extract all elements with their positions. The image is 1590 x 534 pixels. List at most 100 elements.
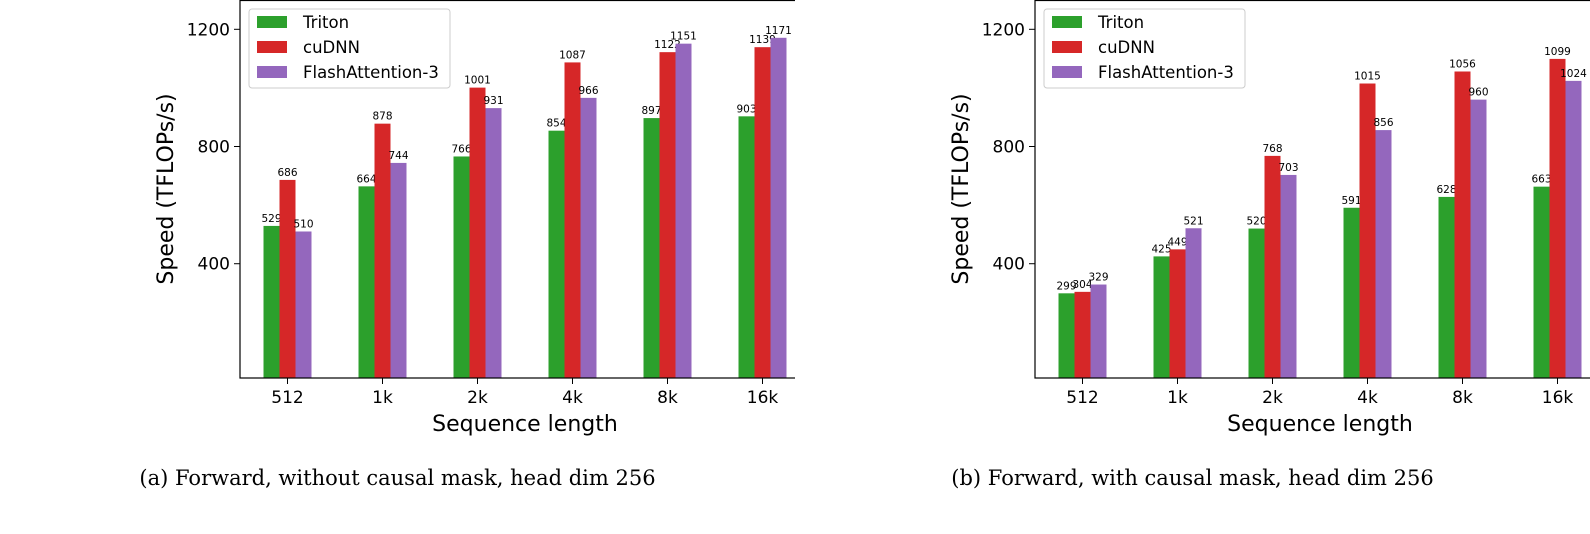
x-tick-label: 1k: [1167, 388, 1188, 408]
bar-triton-4k: [548, 130, 565, 378]
data-label: 686: [277, 167, 297, 179]
bar-cudnn-2k: [1264, 155, 1281, 378]
legend-label: Triton: [1097, 13, 1144, 32]
bar-chart-b: 299 425 520 591 628 663 304 449 768 1015 1056 1099 3…: [949, 0, 1590, 437]
x-axis-label: Sequence length: [1227, 412, 1413, 437]
legend-swatch: [1052, 66, 1082, 78]
data-label: 664: [356, 173, 376, 185]
legend: Triton cuDNN FlashAttention-3: [1043, 8, 1246, 89]
bar-flashattention-3-4k: [580, 97, 597, 379]
data-label: 1024: [1560, 68, 1587, 80]
bar-flashattention-3-1k: [390, 162, 407, 378]
bar-flashattention-3-8k: [675, 43, 692, 379]
bar-flashattention-3-512: [295, 231, 312, 378]
bar-triton-512: [263, 225, 280, 378]
data-label: 299: [1056, 280, 1076, 292]
bar-cudnn-8k: [659, 52, 676, 378]
data-label: 591: [1341, 195, 1361, 207]
data-label: 1122: [654, 39, 681, 51]
data-label: 766: [451, 143, 471, 155]
bar-triton-4k: [1343, 207, 1360, 378]
data-label: 703: [1278, 162, 1298, 174]
legend-swatch: [1052, 16, 1082, 28]
data-label: 304: [1072, 279, 1092, 291]
y-tick-label: 400: [198, 255, 230, 275]
data-label: 1151: [670, 31, 697, 43]
y-tick-label: 1200: [982, 20, 1025, 40]
data-label: 520: [1246, 216, 1266, 228]
plot-frame: [239, 0, 795, 379]
bar-cudnn-1k: [1169, 249, 1186, 378]
data-label: 744: [388, 150, 408, 162]
x-tick-label: 512: [271, 388, 303, 408]
bar-flashattention-3-8k: [1470, 99, 1487, 379]
bar-cudnn-1k: [374, 123, 391, 378]
data-label: 931: [483, 95, 503, 107]
data-label: 903: [736, 103, 756, 115]
bar-cudnn-4k: [1359, 83, 1376, 378]
data-label: 966: [578, 85, 598, 97]
data-label: 897: [641, 105, 661, 117]
data-label: 878: [372, 111, 392, 123]
legend-swatch: [257, 66, 287, 78]
data-label: 1056: [1449, 58, 1476, 70]
bar-flashattention-3-4k: [1375, 130, 1392, 378]
data-label: 628: [1436, 184, 1456, 196]
legend-box: [248, 8, 451, 89]
data-label: 329: [1088, 272, 1108, 284]
legend-label: Triton: [302, 13, 349, 32]
x-tick-label: 8k: [657, 388, 678, 408]
y-tick-label: 400: [993, 255, 1025, 275]
bar-flashattention-3-16k: [770, 37, 787, 379]
data-label: 1015: [1354, 71, 1381, 83]
legend-label: cuDNN: [1098, 38, 1155, 57]
x-axis-label: Sequence length: [432, 412, 618, 437]
chart-panel-a: 529 664 766 854 897 903 686 878 1001 1087 1122 1139…: [139, 0, 795, 490]
y-tick-label: 800: [198, 138, 230, 158]
bar-triton-1k: [358, 186, 375, 378]
x-tick-label: 4k: [1357, 388, 1378, 408]
y-axis-label: Speed (TFLOPs/s): [949, 93, 974, 284]
bar-flashattention-3-512: [1090, 284, 1107, 378]
x-tick-label: 16k: [747, 388, 779, 408]
legend-label: FlashAttention-3: [303, 63, 439, 82]
data-label: 663: [1531, 174, 1551, 186]
data-label: 1139: [749, 34, 776, 46]
bar-triton-8k: [1438, 196, 1455, 378]
bar-cudnn-8k: [1454, 71, 1471, 378]
data-label: 1001: [464, 75, 491, 87]
data-label: 1099: [1544, 46, 1571, 58]
bar-triton-1k: [1153, 256, 1170, 378]
chart-caption-b: (b) Forward, with causal mask, head dim …: [951, 466, 1434, 490]
data-label: 425: [1151, 243, 1171, 255]
plot-frame: [1034, 0, 1590, 379]
y-axis-label: Speed (TFLOPs/s): [154, 93, 179, 284]
legend-box: [1043, 8, 1246, 89]
bar-triton-512: [1058, 293, 1075, 378]
data-label: 521: [1183, 215, 1203, 227]
data-label: 510: [293, 218, 313, 230]
data-label: 1087: [559, 49, 586, 61]
bar-triton-16k: [738, 116, 755, 378]
data-label: 529: [261, 213, 281, 225]
data-label: 768: [1262, 143, 1282, 155]
bar-cudnn-2k: [469, 87, 486, 378]
bar-cudnn-16k: [1549, 58, 1566, 378]
bar-cudnn-512: [1074, 291, 1091, 378]
bar-flashattention-3-2k: [485, 108, 502, 378]
bar-cudnn-4k: [564, 62, 581, 379]
bar-flashattention-3-16k: [1565, 80, 1582, 378]
legend-swatch: [257, 16, 287, 28]
x-tick-label: 8k: [1452, 388, 1473, 408]
bar-cudnn-512: [279, 179, 296, 378]
x-tick-label: 1k: [372, 388, 393, 408]
chart-caption-a: (a) Forward, without causal mask, head d…: [139, 466, 656, 490]
data-label: 960: [1468, 87, 1488, 99]
bar-flashattention-3-2k: [1280, 174, 1297, 378]
data-label: 856: [1373, 117, 1393, 129]
x-tick-label: 2k: [467, 388, 488, 408]
legend: Triton cuDNN FlashAttention-3: [248, 8, 451, 89]
bar-triton-16k: [1533, 186, 1550, 378]
y-tick-label: 800: [993, 138, 1025, 158]
chart-panel-b: 299 425 520 591 628 663 304 449 768 1015 1056 1099 3…: [795, 0, 1590, 534]
